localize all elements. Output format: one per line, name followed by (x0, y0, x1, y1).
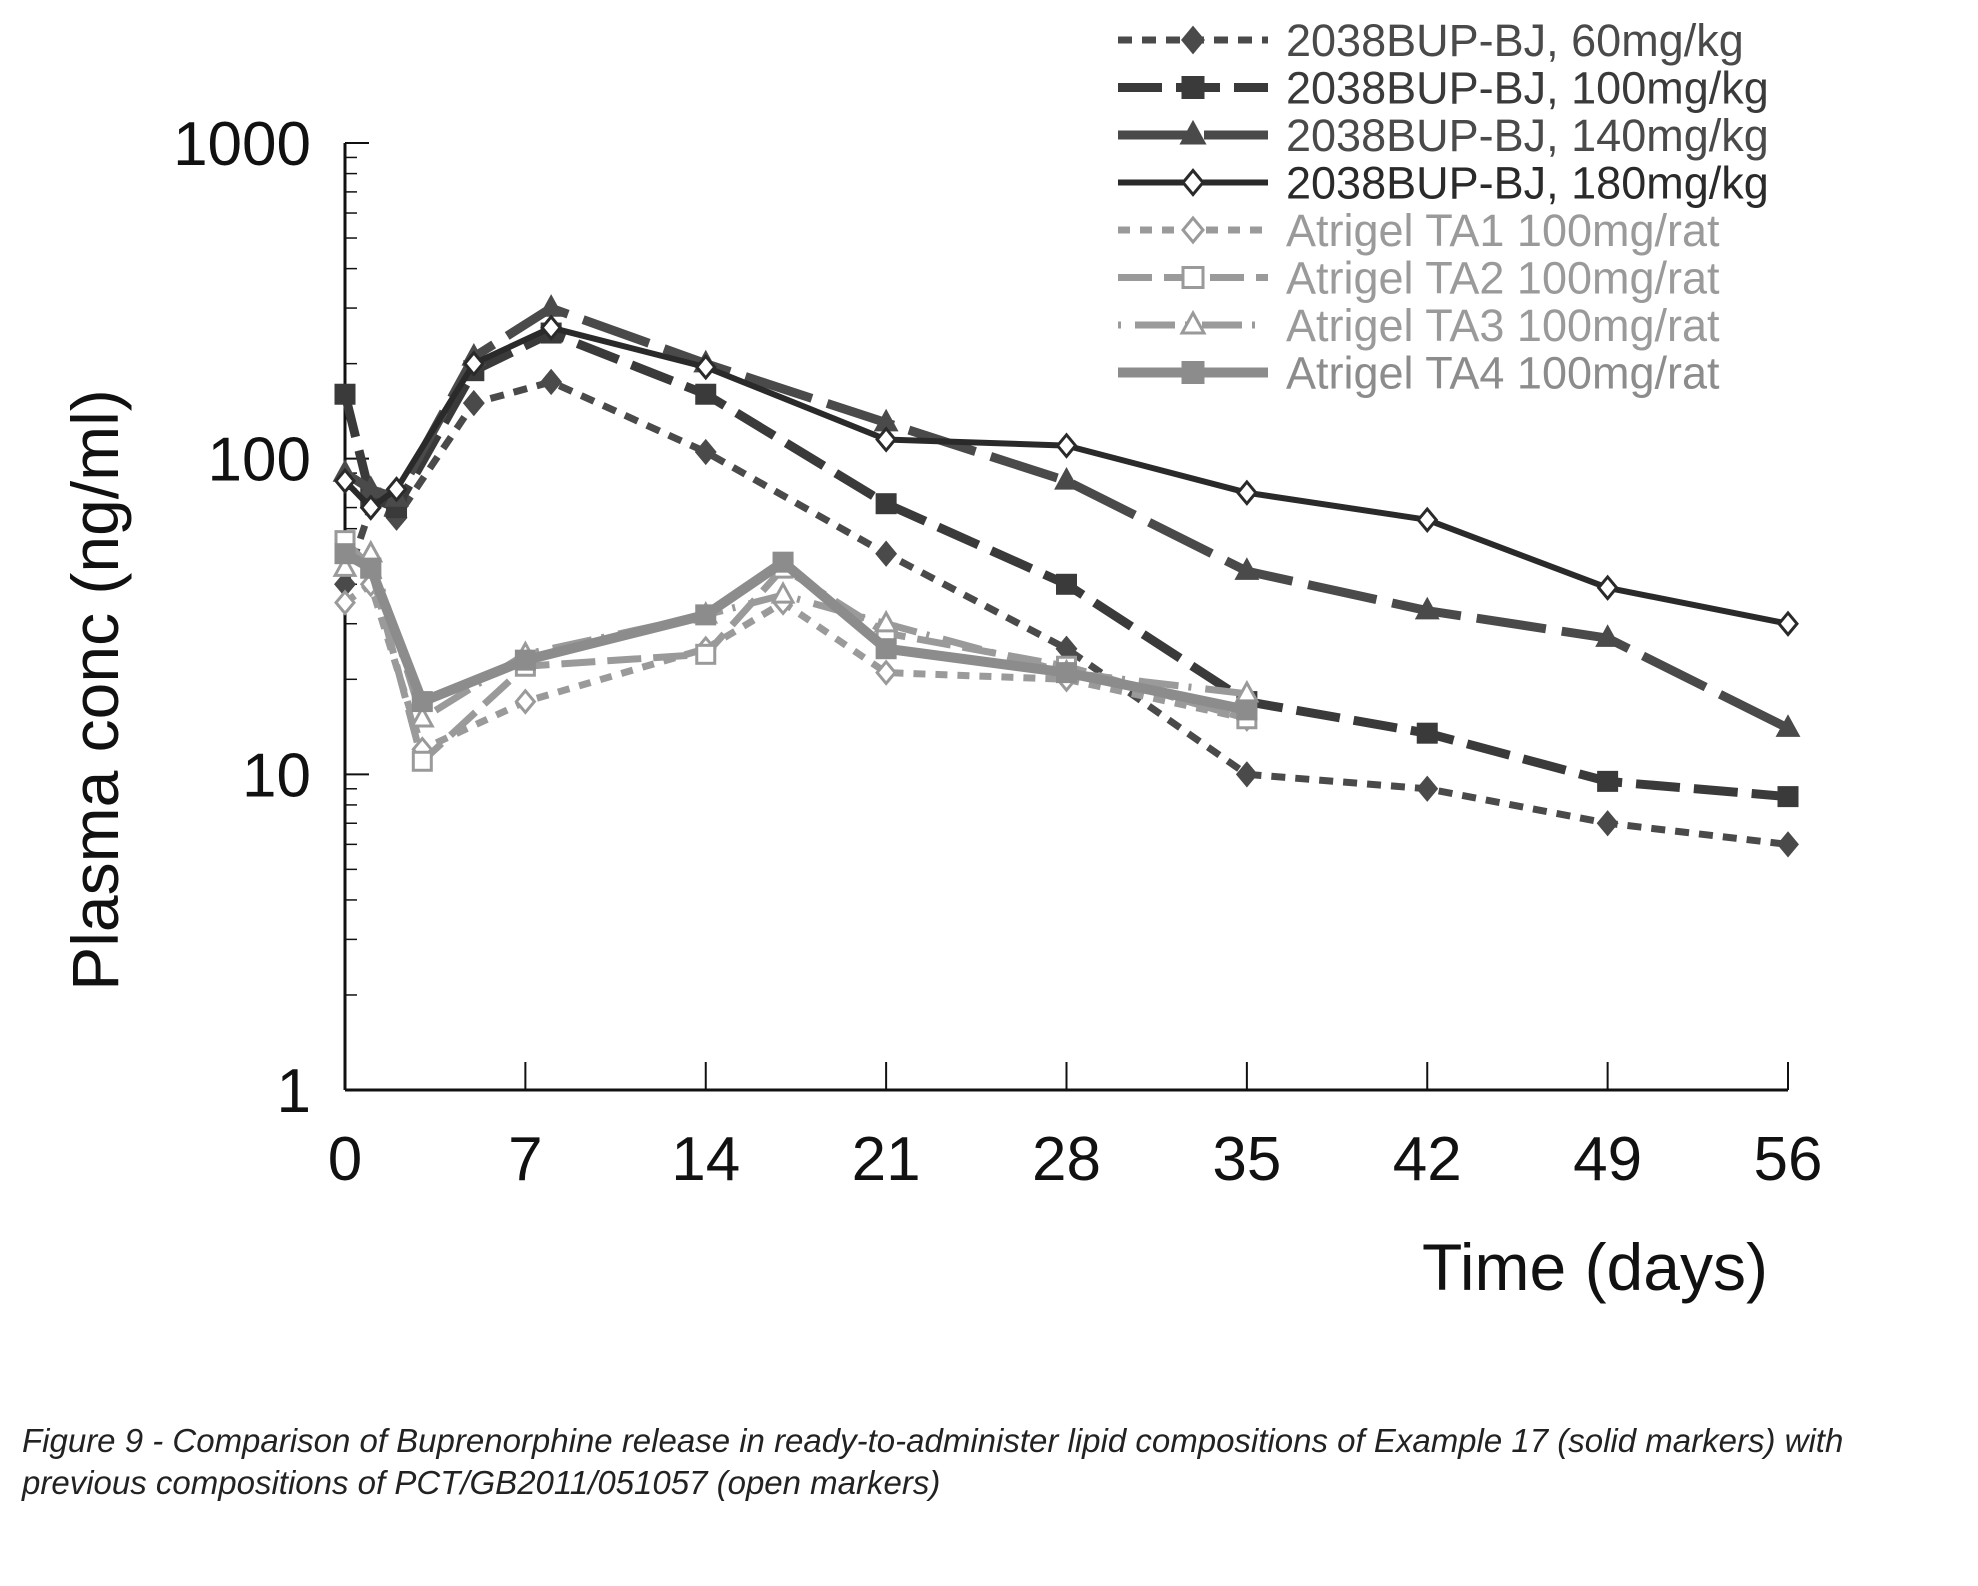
data-point (1416, 775, 1439, 802)
y-tick-label: 100 (208, 426, 311, 495)
data-point (694, 353, 717, 381)
data-point (1054, 467, 1079, 490)
legend-item: 2038BUP-BJ, 60mg/kg (1118, 15, 1744, 66)
data-point (334, 383, 356, 405)
x-tick-label: 0 (328, 1125, 362, 1194)
x-tick-label: 42 (1393, 1125, 1462, 1194)
legend-marker (1181, 215, 1205, 245)
data-point (334, 543, 356, 565)
data-point (359, 494, 382, 521)
x-tick-label: 56 (1754, 1125, 1823, 1194)
data-point (1595, 624, 1621, 647)
series-8 (334, 543, 1258, 721)
legend-marker (1181, 361, 1205, 384)
data-point (1056, 662, 1077, 684)
data-point (514, 688, 537, 715)
legend-label: 2038BUP-BJ, 100mg/kg (1286, 63, 1769, 114)
data-point (514, 649, 536, 671)
data-point (1236, 699, 1258, 721)
data-point (1777, 610, 1799, 637)
data-point (695, 643, 717, 665)
y-tick-label: 1000 (173, 110, 311, 179)
data-point (1775, 714, 1801, 737)
x-tick-label: 28 (1032, 1125, 1101, 1194)
legend-item: Atrigel TA4 100mg/rat (1118, 348, 1720, 399)
legend-label: 2038BUP-BJ, 180mg/kg (1286, 158, 1769, 209)
legend-label: Atrigel TA2 100mg/rat (1286, 253, 1720, 304)
x-tick-label: 7 (508, 1125, 542, 1194)
data-point (1055, 432, 1078, 459)
data-point (1235, 761, 1258, 788)
pk-line-chart: 0 7 14 21 28 35 42 49 56 1 10 100 1000 Plasma conc (… (58, 15, 1822, 1304)
data-point (385, 476, 408, 503)
legend-marker (1179, 119, 1207, 145)
data-point (411, 691, 433, 713)
x-tick-label: 14 (671, 1125, 740, 1194)
data-point (1234, 557, 1260, 580)
x-tick-label: 35 (1212, 1125, 1281, 1194)
legend-label: Atrigel TA3 100mg/rat (1286, 300, 1720, 351)
legend-item: Atrigel TA3 100mg/rat (1118, 300, 1720, 351)
data-point (1596, 574, 1619, 601)
data-point (875, 493, 897, 515)
data-point (1056, 573, 1077, 595)
legend-item: 2038BUP-BJ, 100mg/kg (1118, 63, 1769, 114)
data-point (873, 609, 899, 633)
data-point (332, 554, 358, 577)
legend-marker (1179, 309, 1207, 335)
data-point (1777, 786, 1799, 808)
data-point (411, 750, 433, 772)
data-point (875, 659, 898, 686)
legend-item: 2038BUP-BJ, 180mg/kg (1118, 158, 1769, 209)
data-point (334, 589, 356, 616)
data-point (695, 383, 717, 405)
data-point (540, 368, 563, 396)
x-tick-label: 49 (1573, 1125, 1642, 1194)
data-point (1597, 770, 1619, 792)
data-point (694, 438, 717, 466)
data-point (409, 704, 435, 728)
legend-marker (1181, 25, 1205, 55)
data-point (334, 467, 356, 495)
legend-item: Atrigel TA1 100mg/rat (1118, 205, 1720, 256)
data-point (462, 350, 485, 377)
data-point (875, 638, 897, 660)
data-point (772, 551, 794, 573)
series-line (340, 328, 1789, 802)
legend-label: Atrigel TA4 100mg/rat (1286, 348, 1720, 399)
y-tick-label: 1 (277, 1057, 311, 1126)
series-4 (334, 314, 1799, 637)
data-point (1777, 831, 1799, 858)
legend-marker (1181, 168, 1205, 197)
data-point (770, 581, 796, 604)
data-point (695, 604, 717, 626)
legend-item: Atrigel TA2 100mg/rat (1118, 253, 1720, 304)
legend-label: 2038BUP-BJ, 140mg/kg (1286, 110, 1769, 161)
legend-label: 2038BUP-BJ, 60mg/kg (1286, 15, 1744, 66)
data-point (1414, 596, 1440, 620)
y-axis-title: Plasma conc (ng/ml) (58, 389, 132, 991)
legend-label: Atrigel TA1 100mg/rat (1286, 205, 1720, 256)
data-point (1596, 810, 1619, 837)
axes: 0 7 14 21 28 35 42 49 56 1 10 100 1000 (173, 110, 1822, 1194)
x-axis-title: Time (days) (1422, 1230, 1768, 1304)
legend-item: 2038BUP-BJ, 140mg/kg (1118, 110, 1769, 161)
data-point (1416, 722, 1438, 744)
series-5 (334, 571, 1258, 763)
data-point (360, 557, 382, 579)
data-point (875, 426, 898, 453)
series-layer (332, 294, 1801, 858)
legend-marker (1181, 76, 1205, 99)
data-point (875, 540, 898, 567)
data-point (462, 389, 485, 417)
data-point (1416, 506, 1439, 533)
data-point (1235, 479, 1258, 506)
y-tick-label: 10 (242, 741, 311, 810)
legend-marker (1181, 266, 1205, 289)
x-tick-label: 21 (852, 1125, 921, 1194)
data-point (540, 314, 563, 341)
figure-caption: Figure 9 - Comparison of Buprenorphine r… (22, 1422, 1844, 1501)
